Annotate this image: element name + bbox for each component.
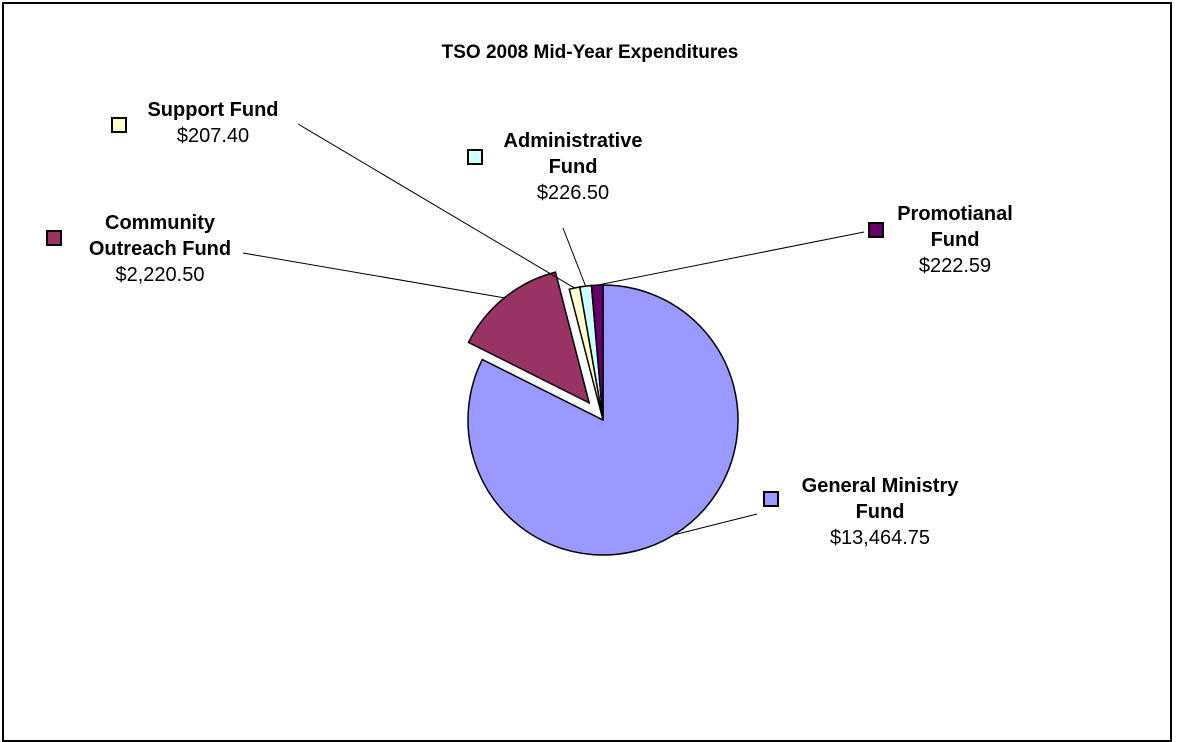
slice-label-general-ministry: General Ministry Fund $13,464.75 — [780, 473, 980, 551]
slice-name-line: Fund — [930, 229, 980, 251]
slice-label-administrative: Administrative Fund $226.50 — [478, 128, 668, 206]
legend-swatch-support — [111, 117, 127, 133]
slice-name-line: Fund — [855, 501, 905, 523]
slice-name-line: Outreach Fund — [88, 238, 232, 260]
legend-swatch-administrative — [467, 149, 483, 165]
slice-value-label: $207.40 — [176, 125, 250, 147]
leader-line-general-ministry — [673, 513, 758, 536]
leader-line-promotianal — [597, 231, 865, 286]
chart-title: TSO 2008 Mid-Year Expenditures — [441, 42, 739, 63]
legend-swatch-community-outreach — [46, 230, 62, 246]
slice-label-community-outreach: Community Outreach Fund $2,220.50 — [60, 210, 260, 288]
slice-name-line: Support Fund — [147, 99, 279, 121]
slice-name-line: Community — [105, 212, 215, 234]
slice-value-label: $226.50 — [536, 182, 610, 204]
slice-value-label: $13,464.75 — [829, 527, 931, 549]
slice-value-label: $2,220.50 — [115, 264, 205, 286]
slice-value-label: $222.59 — [918, 255, 992, 277]
pie-slice-promotianal — [590, 284, 604, 421]
legend-swatch-promotianal — [868, 222, 884, 238]
leader-line-support — [297, 123, 575, 289]
slice-name-line: General Ministry — [801, 475, 959, 497]
slice-name-line: Promotianal — [897, 203, 1013, 225]
slice-label-promotianal: Promotianal Fund $222.59 — [880, 201, 1030, 279]
slice-name-line: Administrative — [503, 130, 643, 152]
leader-line-administrative — [562, 227, 587, 287]
slice-name-line: Fund — [548, 156, 598, 178]
legend-swatch-general-ministry — [763, 491, 779, 507]
pie-slice-community-outreach — [467, 271, 591, 405]
slice-label-support: Support Fund $207.40 — [128, 97, 298, 149]
leader-line-community-outreach — [242, 252, 505, 299]
